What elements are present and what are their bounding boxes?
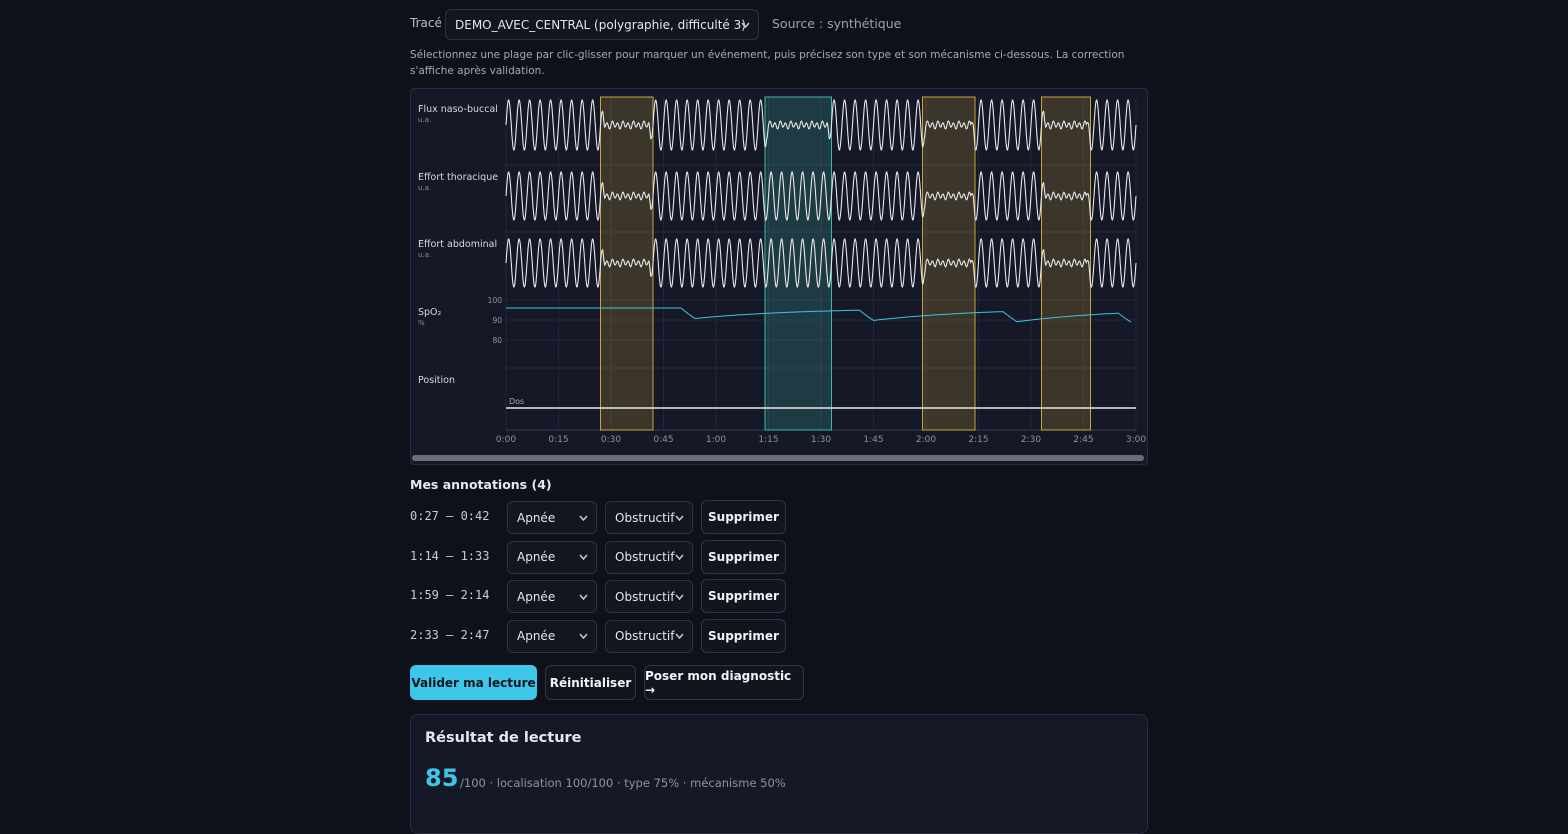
x-tick-label: 1:15 (758, 435, 778, 445)
channel-label: Position (418, 375, 455, 386)
validate-button[interactable]: Valider ma lecture (410, 665, 537, 700)
mechanism-select[interactable]: Obstructif (605, 580, 693, 614)
trace-select-text: DEMO_AVEC_CENTRAL (polygraphie, difficul… (455, 17, 746, 32)
chevron (675, 594, 684, 600)
chevron (579, 633, 588, 640)
position-value: Dos (509, 397, 524, 406)
annotation-range: 1:59 — 2:14 (410, 588, 490, 603)
chevron (579, 515, 588, 521)
spo2-tick-label: 90 (492, 316, 502, 325)
x-tick-label: 2:45 (1073, 435, 1093, 445)
delete-button[interactable]: Supprimer (701, 579, 786, 614)
annotation-range: 1:14 — 1:33 (410, 548, 490, 563)
spo2-tick-label: 100 (488, 296, 503, 305)
delete-button[interactable]: Supprimer (701, 539, 786, 574)
delete-button[interactable]: Supprimer (701, 618, 786, 653)
spo2-tick-label: 80 (492, 336, 502, 345)
signal-trace (505, 238, 1137, 288)
chevron (675, 515, 684, 521)
chevron (675, 633, 684, 640)
signal-chart[interactable]: 0:00 0:15 0:30 0:45 1:00 1:15 1:30 1:45 2:00 2:15… (0, 0, 1568, 784)
mechanism-select[interactable]: Obstructif (605, 619, 693, 653)
chevron (579, 594, 588, 600)
channel-label: Flux naso-buccal (418, 104, 498, 115)
trace-label: Tracé (410, 16, 442, 30)
diagnose-button[interactable]: Poser mon diagnostic → (644, 665, 804, 700)
type-select[interactable]: Apnée (507, 501, 597, 534)
event-region (764, 96, 832, 431)
type-select[interactable]: Apnée (507, 540, 597, 574)
mechanism-select[interactable]: Obstructif (605, 540, 693, 574)
chevron (675, 554, 684, 561)
x-tick-label: 1:00 (706, 435, 726, 445)
x-tick-label: 0:00 (496, 435, 516, 445)
x-tick-label: 2:30 (1021, 435, 1041, 445)
score-details: /100 · localisation 100/100 · type 75% ·… (460, 776, 786, 790)
event-region (922, 96, 976, 431)
type-select-text: Apnée (517, 550, 556, 565)
spo2-trace (506, 307, 1132, 323)
channel-unit: u.a. (418, 184, 431, 192)
mechanism-select[interactable]: Obstructif (605, 501, 693, 534)
result-title: Résultat de lecture (425, 730, 582, 746)
x-tick-label: 3:00 (1126, 435, 1146, 445)
mechanism-select-text: Obstructif (615, 629, 675, 644)
x-tick-label: 1:45 (863, 435, 883, 445)
annotations-title: Mes annotations (4) (410, 477, 552, 492)
channel-label: Effort abdominal (418, 239, 497, 250)
x-tick-label: 1:30 (811, 435, 831, 445)
type-select-text: Apnée (517, 510, 556, 525)
chevron (579, 554, 588, 561)
annotation-range: 0:27 — 0:42 (410, 509, 490, 523)
x-tick-label: 0:45 (653, 435, 673, 445)
mechanism-select-text: Obstructif (615, 550, 675, 565)
chevron (741, 22, 750, 28)
source: Source : synthétique (772, 16, 902, 31)
delete-button[interactable]: Supprimer (701, 500, 786, 534)
x-tick-label: 0:15 (548, 435, 568, 445)
channel-unit: % (418, 319, 425, 327)
signal-trace (505, 99, 1137, 151)
channel-unit: u.a. (418, 116, 431, 124)
mechanism-select-text: Obstructif (615, 589, 675, 604)
type-select[interactable]: Apnée (507, 580, 597, 614)
x-tick-label: 2:15 (968, 435, 988, 445)
reset-button[interactable]: Réinitialiser (545, 665, 636, 700)
type-select-text: Apnée (517, 629, 556, 644)
mechanism-select-text: Obstructif (615, 510, 675, 525)
type-select-text: Apnée (517, 589, 556, 604)
signal-trace (505, 171, 1137, 221)
x-tick-label: 0:30 (601, 435, 621, 445)
x-tick-label: 2:00 (916, 435, 936, 445)
annotation-range: 2:33 — 2:47 (410, 627, 490, 642)
instructions: Sélectionnez une plage par clic-glisser … (410, 49, 1125, 77)
channel-unit: u.a. (418, 251, 431, 259)
type-select[interactable]: Apnée (507, 619, 597, 653)
trace-select[interactable]: DEMO_AVEC_CENTRAL (polygraphie, difficul… (445, 9, 759, 40)
scrollbar (412, 455, 1144, 461)
channel-label: SpO₂ (418, 307, 442, 318)
channel-label: Effort thoracique (418, 172, 498, 183)
score: 85 (425, 764, 459, 792)
